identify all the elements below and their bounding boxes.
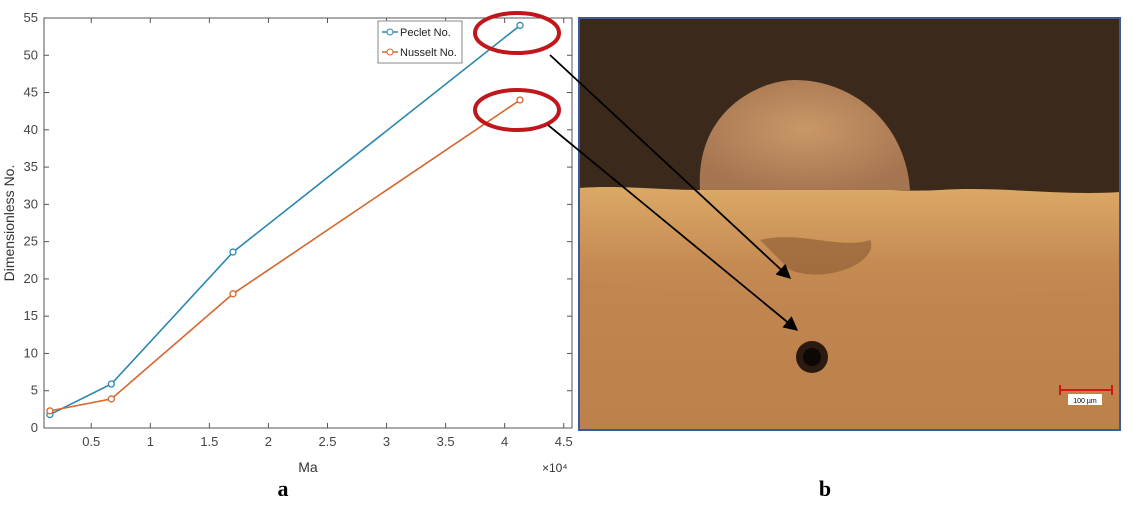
y-tick-label: 15 [24,308,38,323]
x-tick-label: 2.5 [318,434,336,449]
y-tick-label: 50 [24,47,38,62]
point-marker [230,291,236,297]
scale-bar-label: 100 µm [1073,398,1097,405]
x-tick-label: 4 [501,434,508,449]
legend-label: Nusselt No. [400,47,457,59]
page: {"chart_data": {"type": "line", "xlabel"… [0,0,1132,502]
point-marker [108,396,114,402]
y-tick-label: 40 [24,122,38,137]
y-tick-label: 25 [24,234,38,249]
y-tick-label: 20 [24,271,38,286]
legend-swatch [387,49,393,55]
x-tick-label: 3 [383,434,390,449]
x-tick-label: 2 [265,434,272,449]
x-offset-text: ×10⁴ [542,461,568,475]
legend-label: Peclet No. [400,27,451,39]
legend-swatch [387,29,393,35]
x-tick-label: 3.5 [437,434,455,449]
panel-label: a [278,476,289,501]
y-tick-label: 35 [24,159,38,174]
x-axis-label: Ma [298,459,318,475]
x-tick-label: 1.5 [200,434,218,449]
y-tick-label: 5 [31,383,38,398]
point-marker [230,249,236,255]
plot-area [44,18,572,428]
y-axis-label: Dimensionless No. [1,165,17,282]
panel-label: b [819,476,831,501]
point-marker [517,22,523,28]
figure: 100 µm a b 0 5 10 15 20 25 30 35 40 45 50 55 0.5 1 1.5… [0,0,1132,502]
y-tick-label: 55 [24,10,38,25]
y-tick-label: 0 [31,420,38,435]
point-marker [517,97,523,103]
x-tick-label: 1 [147,434,154,449]
y-tick-label: 10 [24,345,38,360]
y-tick-label: 30 [24,196,38,211]
point-marker [108,381,114,387]
y-tick-label: 45 [24,85,38,100]
x-tick-label: 4.5 [555,434,573,449]
x-tick-label: 0.5 [82,434,100,449]
point-marker [47,408,53,414]
micrograph: 100 µm [579,18,1120,430]
